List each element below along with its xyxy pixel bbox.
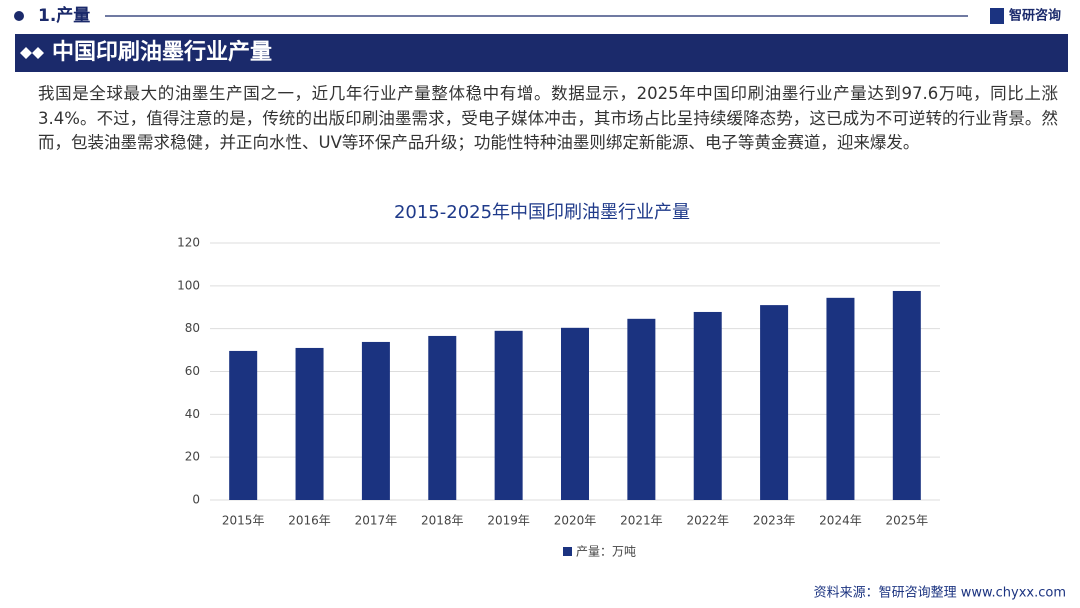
y-tick-label: 120 — [177, 236, 200, 250]
y-tick-label: 60 — [185, 364, 200, 378]
bar — [627, 318, 656, 500]
bar — [494, 330, 523, 500]
x-tick-label: 2015年 — [222, 514, 265, 528]
legend-label: 产量：万吨 — [576, 545, 636, 559]
x-tick-label: 2019年 — [487, 514, 530, 528]
y-tick-label: 40 — [185, 407, 200, 421]
bar — [760, 305, 789, 500]
x-tick-label: 2018年 — [421, 514, 464, 528]
x-tick-label: 2022年 — [686, 514, 729, 528]
logo-text: 智研咨询 — [1009, 8, 1061, 24]
x-tick-label: 2020年 — [554, 514, 597, 528]
header-dot — [14, 11, 24, 21]
bar — [229, 350, 258, 500]
banner — [15, 34, 1068, 72]
y-tick-label: 20 — [185, 450, 200, 464]
banner-title: 中国印刷油墨行业产量 — [52, 39, 272, 65]
banner-icon — [20, 47, 44, 59]
y-tick-label: 80 — [185, 321, 200, 335]
x-tick-label: 2016年 — [288, 514, 331, 528]
source: 资料来源：智研咨询整理 www.chyxx.com — [814, 586, 1066, 601]
logo-icon — [990, 8, 1004, 24]
chart: 2015-2025年中国印刷油墨行业产量 资料来源：智研咨询整理 www.chy… — [177, 202, 1066, 601]
bar — [892, 290, 921, 500]
y-tick-label: 0 — [192, 493, 200, 507]
x-tick-label: 2023年 — [753, 514, 796, 528]
bar — [693, 311, 722, 500]
legend-swatch — [563, 547, 572, 556]
x-tick-label: 2025年 — [886, 514, 929, 528]
x-tick-label: 2021年 — [620, 514, 663, 528]
bar — [428, 335, 457, 500]
section-title: 1.产量 — [38, 5, 90, 26]
chart-title: 2015-2025年中国印刷油墨行业产量 — [394, 202, 690, 223]
bar — [826, 297, 855, 500]
header: 1.产量 智研咨询 中国印刷油墨行业产量 — [14, 5, 1068, 72]
y-tick-label: 100 — [177, 278, 200, 292]
paragraph: 我国是全球最大的油墨生产国之一，近几年行业产量整体稳中有增。数据显示，2025年… — [38, 84, 1058, 153]
bar — [295, 347, 324, 500]
x-tick-label: 2024年 — [819, 514, 862, 528]
bar — [561, 327, 589, 500]
bar — [361, 341, 390, 500]
x-tick-label: 2017年 — [355, 514, 398, 528]
